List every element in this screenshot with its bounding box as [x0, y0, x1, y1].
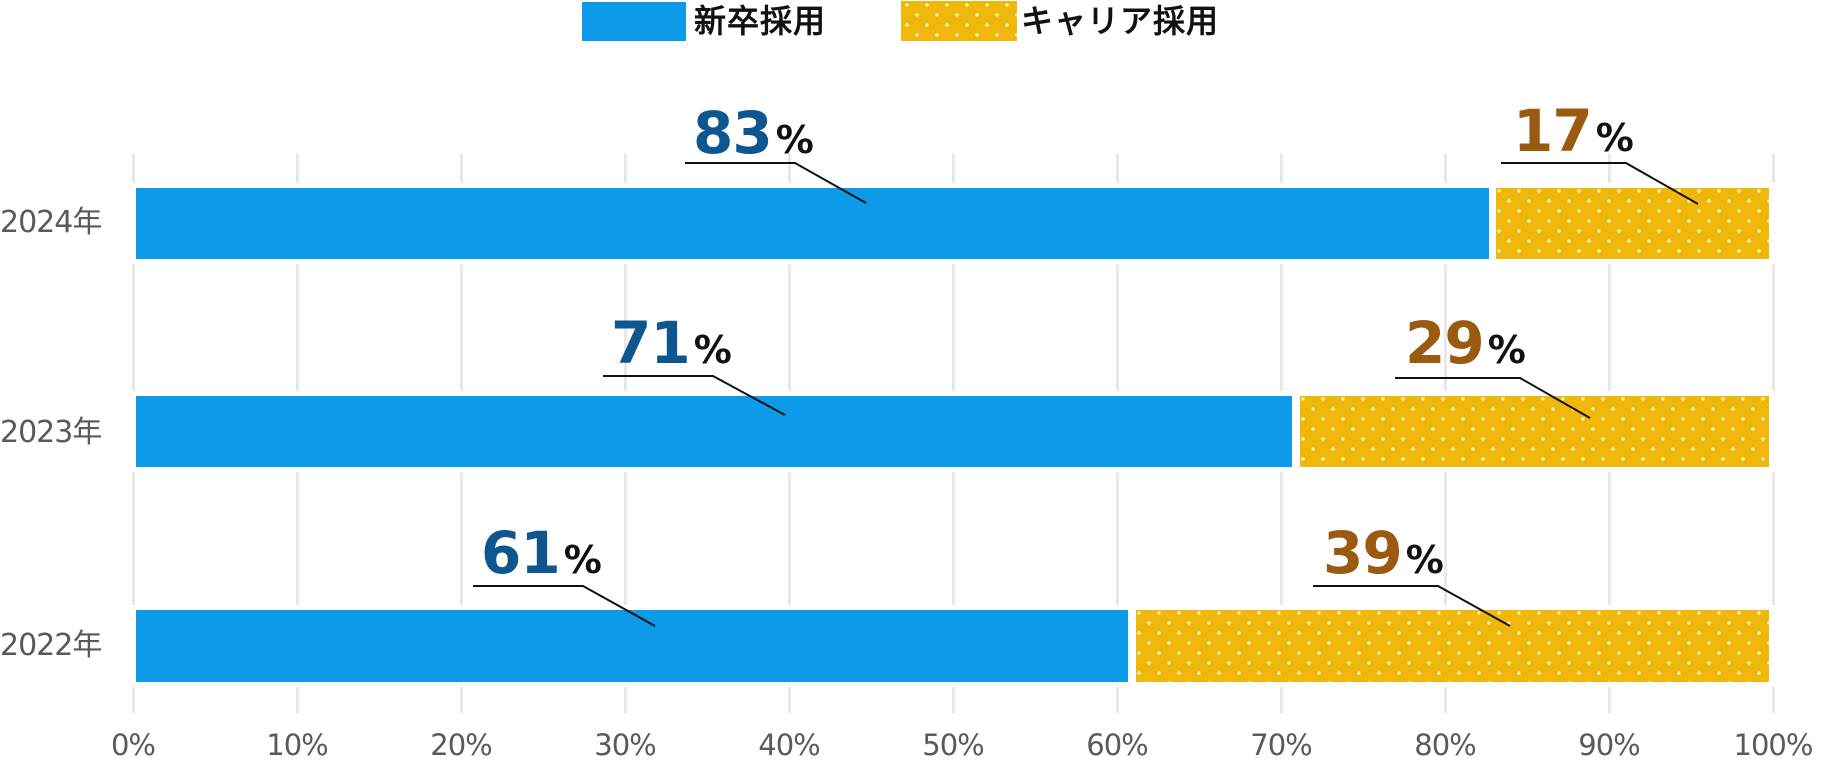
x-tick-label: 0% — [110, 728, 156, 762]
x-tick-label: 100% — [1733, 728, 1814, 762]
legend-label-career: キャリア採用 — [1021, 2, 1220, 40]
value-percent-sign: % — [563, 538, 602, 582]
value-number: 29 — [1405, 309, 1485, 377]
value-number: 17 — [1513, 97, 1593, 165]
x-tick-label: 40% — [758, 728, 820, 762]
value-percent-sign: % — [1405, 538, 1444, 582]
value-percent-sign: % — [1487, 328, 1526, 372]
value-percent-sign: % — [775, 118, 814, 162]
value-number: 61 — [481, 519, 561, 587]
value-label-2022-shinsotsu: 61% — [481, 524, 602, 582]
x-tick-label: 50% — [922, 728, 984, 762]
legend-swatch-career — [901, 1, 1017, 41]
value-label-2023-shinsotsu: 71% — [611, 314, 732, 372]
x-tick-label: 80% — [1414, 728, 1476, 762]
value-label-2023-career: 29% — [1405, 314, 1526, 372]
x-tick-label: 90% — [1578, 728, 1640, 762]
value-label-2022-career: 39% — [1323, 524, 1444, 582]
legend-label-shinsotsu: 新卒採用 — [694, 2, 827, 40]
x-tick-label: 20% — [430, 728, 492, 762]
legend-swatch-shinsotsu — [582, 1, 686, 41]
value-percent-sign: % — [1595, 116, 1634, 160]
x-tick-label: 30% — [594, 728, 656, 762]
value-label-2024-career: 17% — [1513, 102, 1634, 160]
bar-2024-career — [1496, 188, 1769, 259]
x-tick-label: 10% — [266, 728, 328, 762]
x-tick-label: 70% — [1250, 728, 1312, 762]
value-number: 71 — [611, 309, 691, 377]
legend-item-shinsotsu: 新卒採用 — [582, 0, 826, 42]
year-label-2024: 2024年 — [0, 205, 102, 240]
year-label-2022: 2022年 — [0, 628, 102, 663]
year-label-2023: 2023年 — [0, 415, 102, 450]
x-tick-label: 60% — [1086, 728, 1148, 762]
legend-item-career: キャリア採用 — [901, 0, 1219, 42]
bar-2022-shinsotsu — [136, 610, 1128, 682]
value-number: 39 — [1323, 519, 1403, 587]
bar-2023-career — [1300, 396, 1769, 467]
bar-2023-shinsotsu — [136, 396, 1292, 467]
bar-2022-career — [1136, 610, 1769, 682]
value-percent-sign: % — [693, 328, 732, 372]
value-number: 83 — [693, 99, 773, 167]
bar-2024-shinsotsu — [136, 188, 1489, 259]
value-label-2024-shinsotsu: 83% — [693, 104, 814, 162]
